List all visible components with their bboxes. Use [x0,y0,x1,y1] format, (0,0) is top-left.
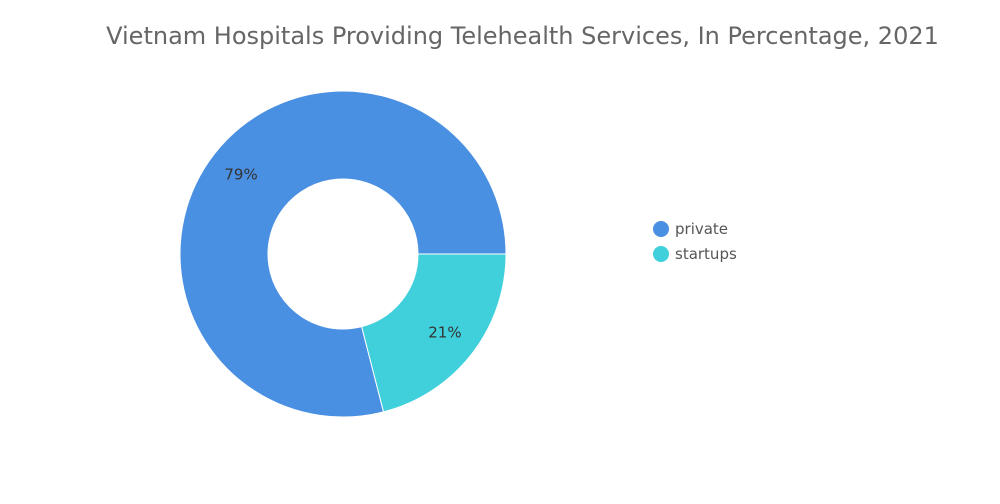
donut-slice-startups[interactable] [361,253,507,413]
data-label-private: 79% [224,165,257,183]
chart-title: Vietnam Hospitals Providing Telehealth S… [106,22,939,50]
legend-swatch-startups [653,245,669,262]
legend-swatch-private [653,220,669,237]
donut-slice-private[interactable] [179,90,507,418]
legend-item-private[interactable]: private [653,216,737,241]
legend-label-startups: startups [675,244,737,263]
legend-item-startups[interactable]: startups [653,241,737,266]
legend-label-private: private [675,219,729,238]
chart-legend: private startups [653,216,737,266]
data-label-startups: 21% [428,324,461,342]
